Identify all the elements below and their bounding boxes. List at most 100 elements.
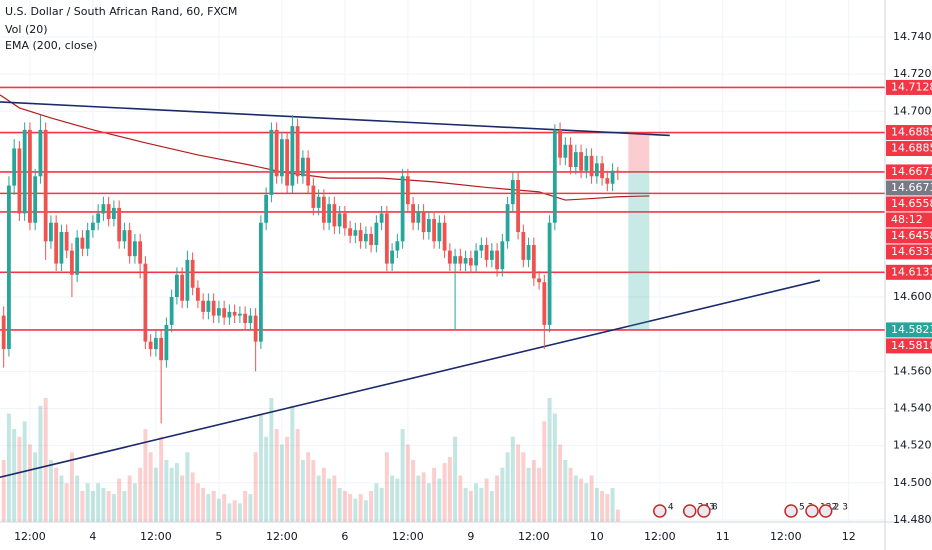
y-tick-label: 14.72000	[893, 67, 932, 80]
event-icon	[818, 504, 833, 518]
x-tick-label: 12	[842, 530, 856, 543]
candle-body	[106, 204, 111, 220]
candle-body	[311, 185, 316, 208]
volume-bar	[363, 500, 368, 522]
candle-body	[164, 324, 169, 361]
volume-bar	[348, 494, 353, 522]
candle-body	[295, 126, 300, 177]
volume-bar	[253, 452, 258, 522]
price-badge-label: 14.58231	[891, 323, 932, 336]
volume-bar	[474, 483, 479, 522]
volume-bar	[489, 491, 494, 522]
volume-bar	[516, 444, 521, 522]
volume-bar	[206, 494, 211, 522]
candle-body	[216, 308, 221, 316]
price-badge	[886, 338, 932, 354]
volume-bar	[605, 494, 610, 522]
price-badge	[886, 164, 932, 180]
volume-bar	[169, 467, 174, 522]
candle-body	[384, 213, 389, 264]
event-icon	[784, 504, 798, 518]
candle-body	[70, 250, 74, 275]
volume-bar	[505, 452, 510, 522]
candle-body	[615, 170, 620, 173]
volume-bar	[185, 452, 190, 522]
candle-body	[358, 230, 363, 242]
volume-bar	[69, 452, 74, 522]
event-label: 8	[712, 503, 718, 513]
volume-bar	[279, 444, 284, 522]
trend-line	[0, 101, 670, 137]
candle-body	[222, 308, 227, 318]
candle-body	[379, 213, 384, 223]
volume-bar	[453, 436, 458, 522]
price-badge	[886, 79, 932, 95]
volume-bar	[195, 483, 200, 522]
candle-body	[458, 256, 463, 264]
x-tick-label: 6	[341, 530, 348, 543]
candle-body	[495, 250, 499, 270]
candle-body	[573, 152, 578, 168]
candle-body	[180, 274, 185, 301]
event-icon	[805, 504, 819, 518]
candle-body	[395, 241, 400, 251]
candle-body	[174, 274, 179, 298]
volume-bar	[1, 460, 6, 522]
candle-body	[526, 245, 531, 260]
volume-bar	[122, 491, 127, 522]
candle-body	[605, 178, 610, 184]
candle-body	[421, 211, 426, 233]
x-tick-label: 9	[467, 530, 474, 543]
volume-bar	[458, 475, 463, 522]
volume-bar	[510, 436, 515, 522]
candle-body	[500, 241, 505, 270]
volume-bar	[379, 487, 384, 522]
volume-bar	[227, 503, 232, 522]
volume-bar	[568, 467, 573, 522]
volume-bar	[153, 467, 158, 522]
price-badge-label: 14.64582	[891, 229, 932, 242]
candle-body	[201, 300, 206, 312]
indicator-label: EMA (200, close)	[5, 39, 97, 52]
candle-body	[363, 233, 368, 242]
volume-bar	[584, 483, 589, 522]
candle-body	[505, 204, 510, 242]
y-tick-label: 14.60000	[893, 290, 932, 303]
volume-bar	[12, 429, 17, 522]
candle-body	[348, 228, 353, 236]
candle-body	[279, 139, 284, 177]
y-tick-label: 14.48000	[893, 513, 932, 526]
price-badge-label: 14.65580	[891, 197, 932, 210]
price-badge	[886, 196, 932, 212]
volume-bar	[222, 494, 227, 522]
candle-body	[1, 315, 6, 350]
candle-body	[594, 163, 599, 177]
candle-body	[558, 129, 562, 158]
candle-body	[248, 315, 253, 324]
candle-body	[374, 222, 379, 246]
candle-body	[64, 232, 69, 251]
candle-body	[101, 204, 106, 214]
volume-bar	[500, 467, 505, 522]
volume-bar	[59, 475, 64, 522]
volume-bar	[521, 452, 526, 522]
candle-body	[43, 129, 48, 242]
time-axis	[0, 522, 932, 550]
candle-body	[552, 129, 557, 223]
price-badge	[886, 228, 932, 244]
candle-body	[516, 180, 520, 233]
candle-body	[610, 170, 615, 184]
volume-bar	[264, 436, 269, 522]
price-badge-label: 14.66732	[891, 181, 932, 194]
volume-bar	[579, 478, 584, 522]
volume-bar	[27, 444, 32, 522]
volume-bar	[327, 478, 332, 522]
price-badge	[886, 212, 932, 228]
candle-body	[542, 282, 547, 325]
candle-body	[206, 300, 211, 312]
candle-body	[432, 219, 437, 242]
volume-bar	[269, 398, 274, 522]
volume-bar	[426, 483, 431, 522]
